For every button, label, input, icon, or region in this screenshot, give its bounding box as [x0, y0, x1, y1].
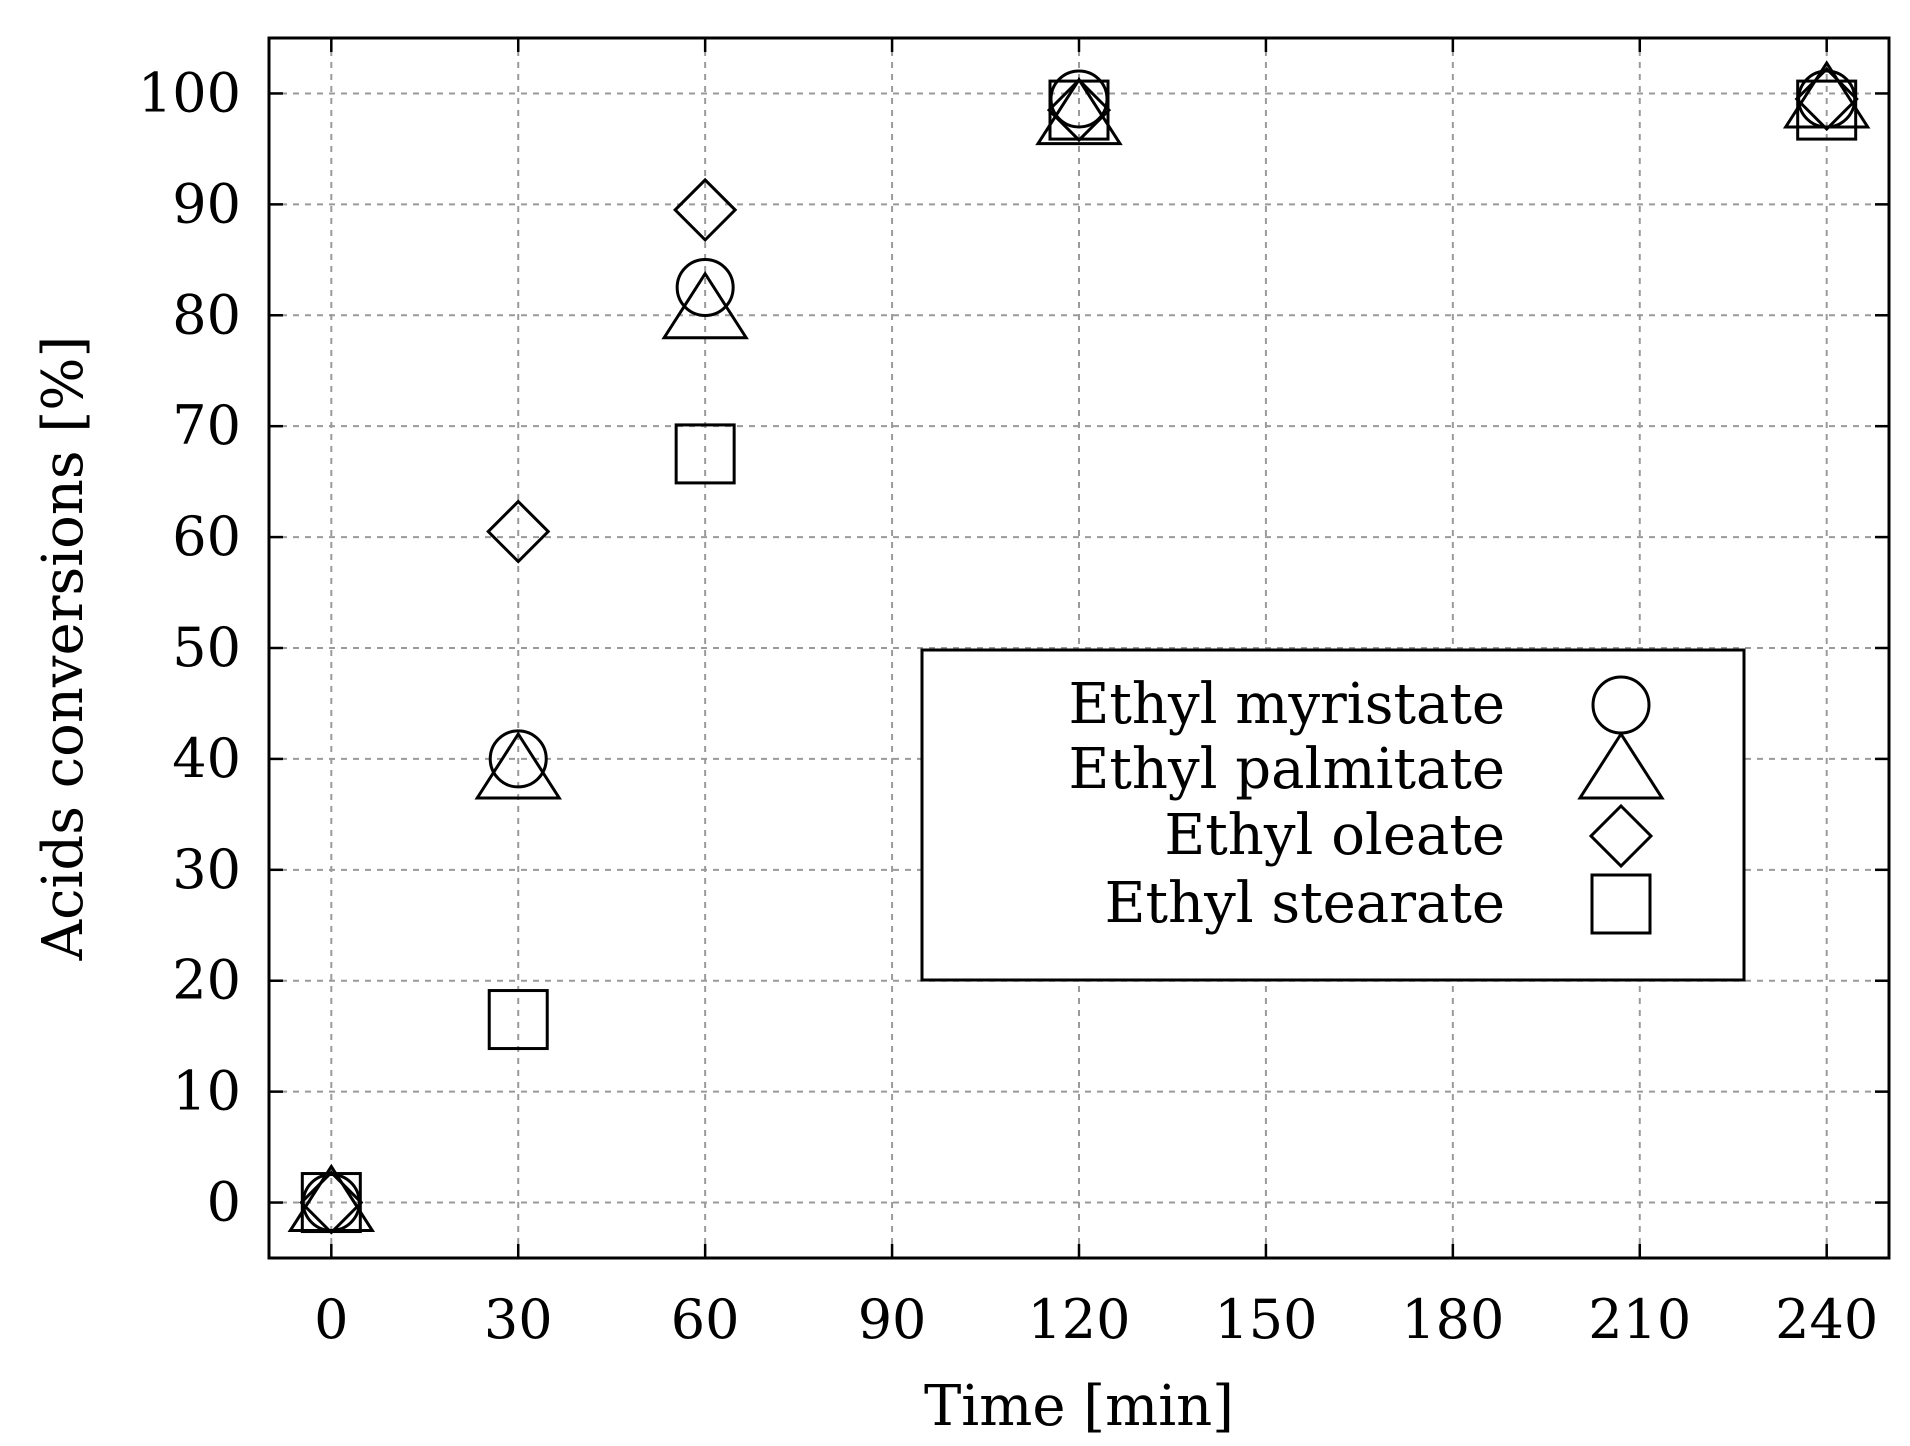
legend-entry: Ethyl myristate [1069, 672, 1651, 737]
y-tick-label: 100 [138, 61, 241, 124]
y-tick-label: 80 [172, 283, 241, 346]
data-point-diamond [1046, 77, 1112, 143]
x-axis-label: Time [min] [924, 1374, 1234, 1439]
x-tick-label: 210 [1588, 1288, 1691, 1351]
legend-label: Ethyl myristate [1069, 672, 1506, 737]
y-tick-label: 40 [172, 727, 241, 790]
ticks [269, 38, 1889, 1258]
data-point-circle [301, 1173, 361, 1233]
x-tick-labels: 0 30 60 90 120 150 180 210 240 [314, 1288, 1878, 1351]
data-point-circle [675, 258, 735, 318]
legend-entry: Ethyl stearate [1105, 871, 1652, 936]
data-point-diamond [486, 499, 551, 564]
x-tick-label: 180 [1401, 1288, 1504, 1351]
data-markers [287, 60, 1871, 1235]
y-tick-label: 70 [172, 394, 241, 457]
y-tick-label: 0 [207, 1171, 241, 1234]
grid [269, 38, 1889, 1258]
data-point-triangle [474, 731, 562, 800]
x-tick-label: 240 [1775, 1288, 1878, 1351]
y-axis-label: Acids conversions [%] [31, 336, 96, 962]
legend-label: Ethyl stearate [1105, 871, 1505, 936]
data-point-diamond [299, 1170, 364, 1235]
y-tick-label: 90 [172, 172, 241, 235]
y-tick-label: 20 [172, 949, 241, 1012]
y-tick-label: 60 [172, 505, 241, 568]
legend-entry: Ethyl palmitate [1069, 731, 1665, 802]
x-tick-label: 90 [858, 1288, 927, 1351]
legend-marker-triangle [1577, 731, 1665, 800]
y-tick-labels: 0 10 20 30 40 50 60 70 80 90 100 [138, 61, 241, 1233]
data-point-circle [1797, 69, 1857, 129]
legend-label: Ethyl palmitate [1069, 737, 1506, 802]
x-tick-label: 30 [484, 1288, 553, 1351]
y-tick-label: 10 [172, 1060, 241, 1123]
legend-box [920, 648, 1746, 982]
x-tick-label: 60 [671, 1288, 740, 1351]
x-tick-label: 0 [314, 1288, 348, 1351]
legend-marker-diamond [1588, 803, 1654, 869]
legend-label: Ethyl oleate [1164, 803, 1505, 868]
legend-entry: Ethyl oleate [1164, 803, 1654, 869]
x-tick-label: 150 [1214, 1288, 1317, 1351]
data-point-circle [488, 729, 548, 789]
y-tick-label: 50 [172, 616, 241, 679]
data-point-diamond [673, 177, 738, 243]
data-point-circle [1049, 69, 1109, 129]
x-tick-label: 120 [1027, 1288, 1130, 1351]
y-tick-label: 30 [172, 838, 241, 901]
data-point-diamond [1794, 66, 1859, 132]
data-point-square [487, 989, 549, 1051]
data-point-square [674, 423, 736, 485]
data-point-triangle [1035, 76, 1123, 146]
legend-marker-square [1590, 873, 1652, 935]
